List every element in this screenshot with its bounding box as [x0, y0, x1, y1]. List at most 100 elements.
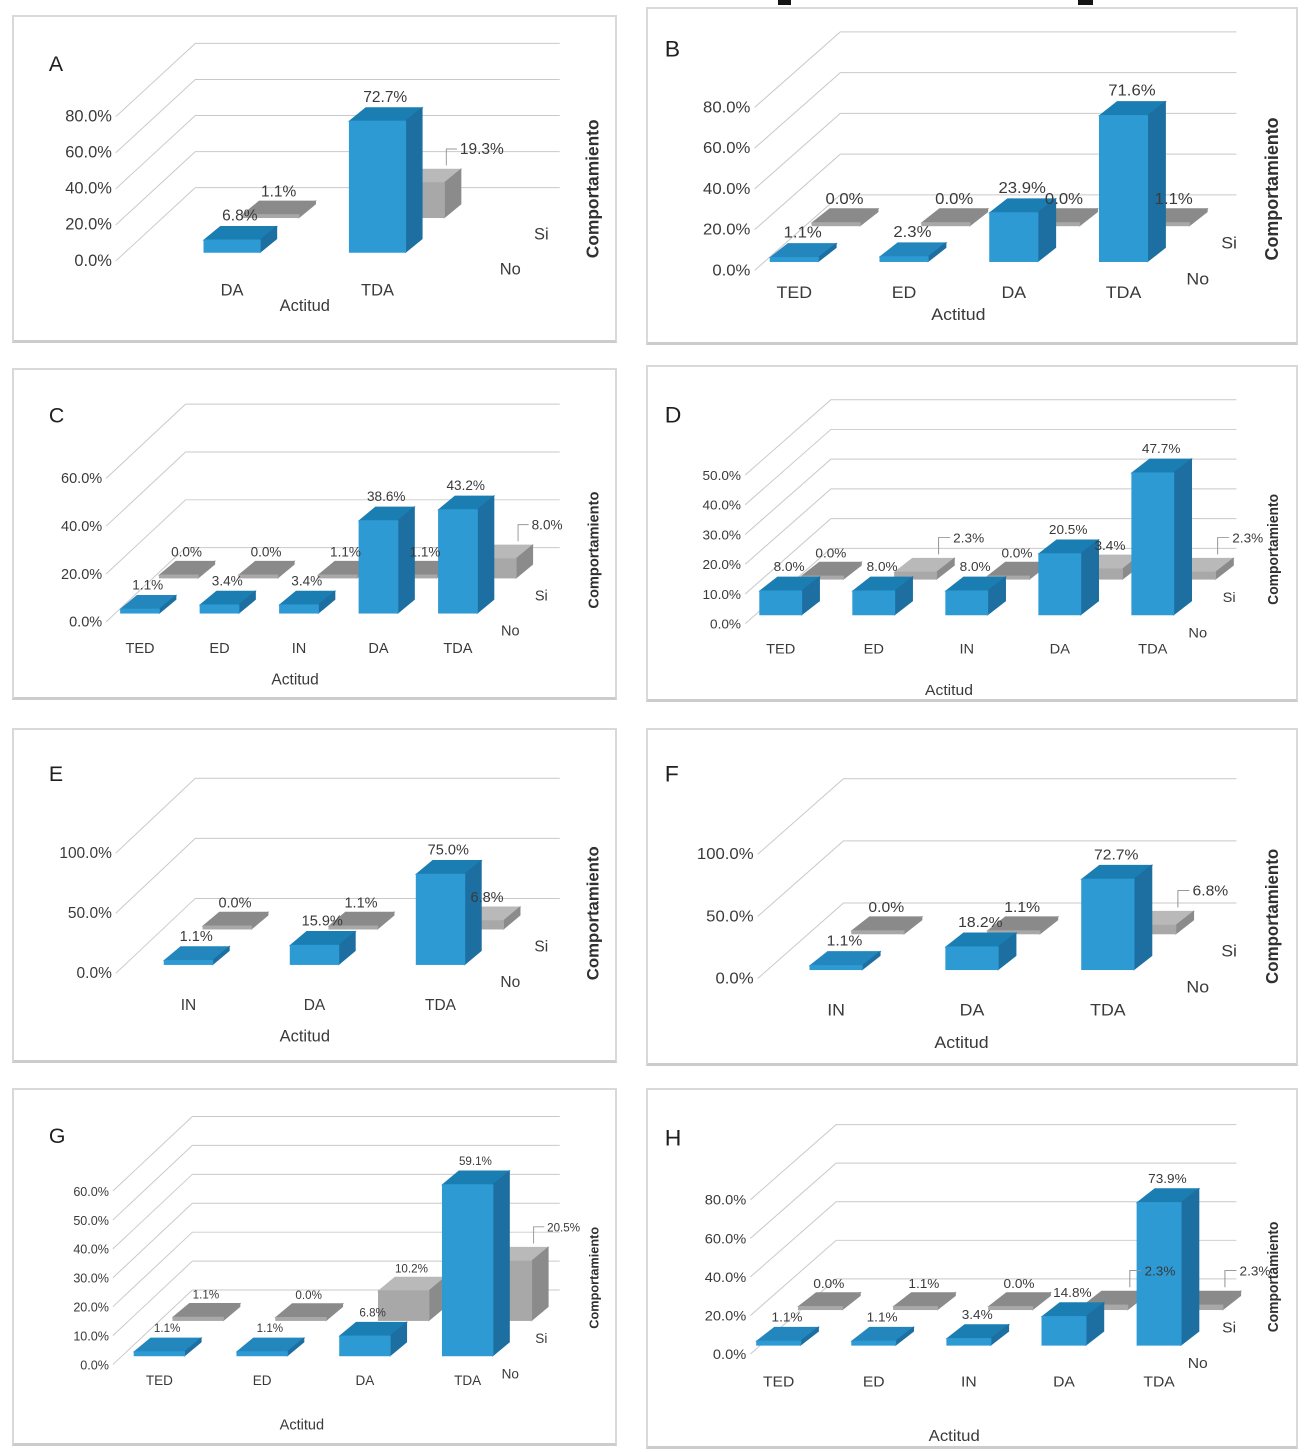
depth-label-si: Si	[1221, 941, 1237, 960]
y-tick-label: 20.0%	[61, 567, 102, 583]
y-tick-label: 20.0%	[705, 1309, 747, 1325]
data-label-si: 2.3%	[953, 531, 984, 546]
category-label: ED	[864, 642, 884, 658]
data-label-si: 0.0%	[813, 1276, 844, 1291]
bar-blue-no-side	[405, 106, 423, 254]
category-label: TED	[125, 641, 154, 657]
depth-label-si: Si	[534, 939, 548, 956]
data-label-no: 47.7%	[1142, 441, 1181, 456]
cropped-text-artifact	[1078, 0, 1093, 5]
bar-blue-no-front	[852, 590, 896, 616]
bar-gray-si-front	[172, 1316, 224, 1321]
data-label-no: 1.1%	[257, 1322, 283, 1335]
chart-svg-E: 0.0%50.0%100.0%0.0% 1.1% 6.8%1.1%15.9%75.0…	[49, 762, 603, 1045]
bar-blue-no-side	[464, 859, 482, 966]
category-label: DA	[1053, 1374, 1076, 1391]
bar-gray-si-front	[158, 574, 199, 579]
y-tick-label: 80.0%	[705, 1193, 747, 1209]
label-leader-line	[1129, 1269, 1142, 1288]
chart-panel-E: 0.0% 50.0% 100.0% 0.0% 1.1% 6.8% 1.1% 15.9% 75.0…	[12, 728, 617, 1063]
depth-label-no: No	[1186, 977, 1209, 996]
category-label: ED	[209, 641, 229, 657]
data-label-si: 0.0%	[868, 899, 904, 916]
y-tick-label: 60.0%	[65, 144, 112, 162]
category-label: TDA	[443, 641, 472, 657]
category-label: ED	[863, 1374, 885, 1391]
bar-gray-si-front	[811, 222, 861, 227]
data-label-no: 23.9%	[998, 179, 1045, 197]
label-leader-line	[533, 1226, 545, 1244]
x-axis-title: Actitud	[925, 682, 973, 699]
data-label-si: 0.0%	[825, 190, 863, 208]
bar-blue-no-side	[1147, 100, 1166, 263]
panel-letter: H	[665, 1126, 682, 1150]
category-label: DA	[368, 641, 388, 657]
depth-axis-title: Comportamiento	[584, 846, 603, 980]
category-label: IN	[181, 997, 196, 1014]
gridline	[115, 777, 560, 854]
bar-blue-no-front	[769, 257, 819, 262]
bar-blue-no-front	[759, 590, 803, 616]
gridline	[105, 499, 560, 575]
gridline	[115, 151, 560, 226]
cropped-text-artifact	[778, 0, 791, 5]
category-label: IN	[292, 641, 307, 657]
y-tick-label: 40.0%	[73, 1243, 109, 1257]
gridline	[105, 403, 560, 479]
data-label-no: 18.2%	[958, 914, 1003, 931]
gridline	[115, 187, 560, 262]
y-tick-label: 20.0%	[703, 557, 742, 572]
category-label: IN	[827, 1000, 845, 1019]
data-label-si: 1.1%	[330, 544, 361, 559]
data-label-si: 6.8%	[470, 890, 503, 906]
data-label-no: 8.0%	[960, 559, 991, 574]
bar-blue-no-front	[133, 1351, 186, 1357]
data-label-no: 59.1%	[459, 1155, 492, 1168]
depth-label-no: No	[1188, 626, 1207, 642]
gridline	[744, 458, 1237, 535]
data-label-si: 10.2%	[395, 1262, 428, 1275]
data-label-no: 73.9%	[1148, 1171, 1187, 1186]
y-tick-label: 40.0%	[705, 1270, 747, 1286]
data-label-no: 75.0%	[428, 843, 469, 859]
depth-label-si: Si	[535, 588, 548, 604]
data-label-no: 1.1%	[784, 224, 822, 242]
depth-axis-title: Comportamiento	[1262, 849, 1282, 984]
y-tick-label: 60.0%	[703, 139, 750, 157]
bar-blue-no-front	[1131, 472, 1175, 616]
y-tick-label: 100.0%	[59, 845, 112, 862]
gridline	[112, 1231, 560, 1308]
gridline	[750, 1124, 1237, 1201]
bar-gray-si-front	[851, 930, 905, 935]
category-label: TDA	[1090, 1000, 1126, 1019]
category-label: DA	[960, 1000, 985, 1019]
depth-axis-title: Comportamiento	[1266, 494, 1282, 605]
bar-blue-no-front	[945, 946, 999, 971]
y-tick-label: 30.0%	[73, 1272, 109, 1286]
data-label-si: 0.0%	[935, 190, 973, 208]
data-label-no: 6.8%	[359, 1306, 385, 1319]
bar-blue-no-front	[809, 965, 863, 971]
data-label-no: 3.4%	[962, 1307, 993, 1322]
chart-panel-F: 0.0% 50.0% 100.0% 0.0% 1.1% 6.8% 1.1% 18.2% 72.7…	[646, 728, 1298, 1066]
depth-label-si: Si	[1222, 1320, 1236, 1337]
bar-blue-no-front	[946, 1338, 992, 1346]
depth-label-no: No	[1188, 1355, 1208, 1372]
bar-blue-no-front	[879, 256, 929, 262]
bar-gray-si-front	[238, 574, 279, 579]
bar-gray-si-front	[317, 574, 358, 579]
panel-letter: G	[49, 1124, 66, 1148]
y-tick-label: 0.0%	[715, 970, 753, 988]
bar-blue-no-front	[348, 120, 407, 253]
depth-label-no: No	[1186, 269, 1209, 288]
depth-axis-title: Comportamiento	[582, 119, 602, 258]
x-axis-title: Actitud	[931, 305, 985, 324]
depth-label-no: No	[500, 260, 521, 278]
bar-blue-no-side	[1180, 1187, 1200, 1347]
data-label-si: 8.0%	[532, 517, 563, 532]
bar-blue-no-side	[1173, 458, 1193, 616]
chart-panel-D: 0.0% 10.0% 20.0% 30.0% 40.0% 50.0% 0.0% 2.3% 0.0…	[646, 365, 1298, 702]
data-label-si: 2.3%	[1144, 1264, 1175, 1279]
y-tick-label: 80.0%	[703, 99, 750, 117]
